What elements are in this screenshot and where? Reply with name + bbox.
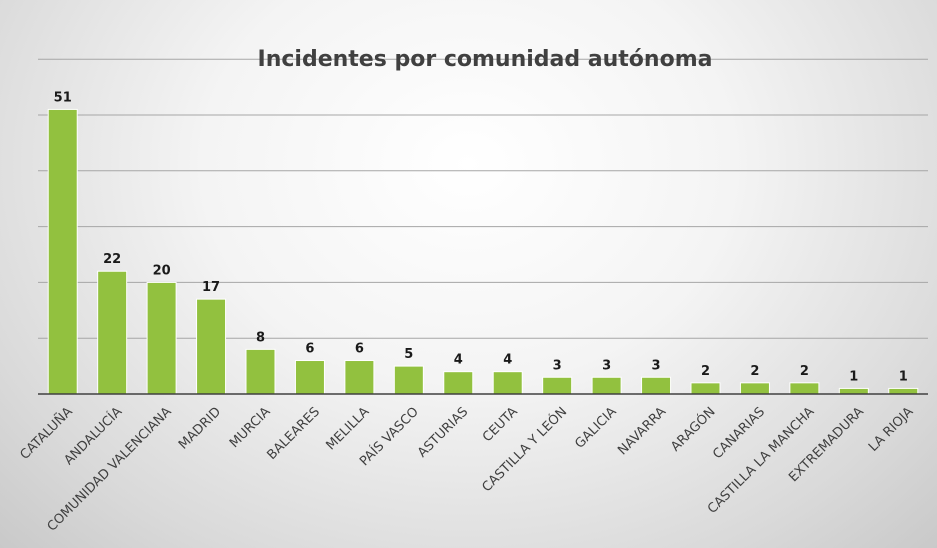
data-label: 3 bbox=[602, 358, 611, 373]
x-tick-label: CASTILLA Y LEÓN bbox=[479, 404, 570, 495]
data-label: 2 bbox=[701, 364, 710, 379]
data-label: 1 bbox=[849, 369, 858, 384]
data-label: 6 bbox=[305, 342, 314, 357]
x-tick-label: GALICIA bbox=[572, 404, 619, 451]
x-tick-label: BALEARES bbox=[265, 404, 323, 462]
bar bbox=[196, 298, 227, 395]
bar bbox=[690, 382, 721, 395]
bar bbox=[393, 365, 424, 395]
bar bbox=[146, 281, 177, 395]
bar bbox=[443, 371, 474, 395]
gridlines bbox=[38, 58, 928, 339]
data-label: 3 bbox=[652, 358, 661, 373]
bar bbox=[789, 382, 820, 395]
x-tick-label: ARAGÓN bbox=[668, 404, 719, 455]
bar bbox=[838, 387, 869, 395]
data-label: 2 bbox=[800, 364, 809, 379]
bar bbox=[344, 360, 375, 395]
x-tick-label: MURCIA bbox=[227, 404, 274, 451]
bar bbox=[591, 376, 622, 395]
bar bbox=[294, 360, 325, 395]
bar bbox=[888, 387, 919, 395]
data-label: 51 bbox=[54, 90, 72, 105]
data-label: 20 bbox=[153, 263, 171, 278]
bar bbox=[492, 371, 523, 395]
bar bbox=[245, 348, 276, 395]
data-label: 17 bbox=[202, 280, 220, 295]
data-label: 2 bbox=[750, 364, 759, 379]
data-label: 5 bbox=[404, 347, 413, 362]
bar bbox=[97, 270, 128, 395]
x-tick-label: ASTURIAS bbox=[415, 404, 471, 460]
x-tick-label: LA RIOJA bbox=[866, 404, 916, 454]
x-tick-label: CEUTA bbox=[480, 404, 521, 445]
data-label: 4 bbox=[454, 353, 463, 368]
data-label: 1 bbox=[899, 369, 908, 384]
bars bbox=[47, 108, 919, 395]
data-label: 6 bbox=[355, 342, 364, 357]
bar bbox=[542, 376, 573, 395]
chart-title: Incidentes por comunidad autónoma bbox=[258, 47, 713, 72]
x-tick-label: MADRID bbox=[176, 404, 224, 452]
data-label: 3 bbox=[553, 358, 562, 373]
data-label: 22 bbox=[103, 252, 121, 267]
bar bbox=[641, 376, 672, 395]
data-label: 8 bbox=[256, 330, 265, 345]
x-tick-label: NAVARRA bbox=[615, 404, 669, 458]
x-tick-label: MELILLA bbox=[324, 404, 373, 453]
data-label: 4 bbox=[503, 353, 512, 368]
bar bbox=[47, 108, 78, 395]
bar bbox=[739, 382, 770, 395]
